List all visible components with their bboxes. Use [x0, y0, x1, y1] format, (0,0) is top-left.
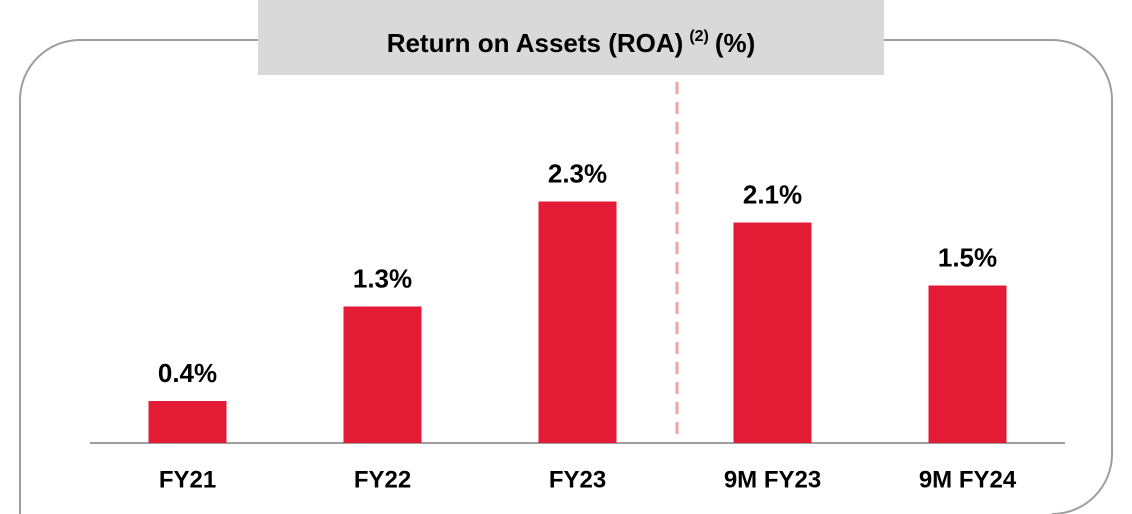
bar	[343, 306, 422, 443]
title-unit: (%)	[715, 28, 755, 58]
x-tick-label: 9M FY23	[724, 466, 821, 493]
frame	[19, 39, 1113, 514]
title-note: (2)	[689, 28, 709, 45]
value-label: 1.3%	[353, 263, 412, 293]
value-label: 0.4%	[158, 358, 217, 388]
bar	[538, 201, 617, 443]
bar	[928, 285, 1007, 443]
bar	[148, 401, 227, 443]
x-tick-label: 9M FY24	[919, 466, 1017, 493]
bar	[733, 222, 812, 443]
value-label: 2.1%	[743, 179, 802, 209]
x-tick-label: FY23	[549, 466, 606, 493]
x-tick-label: FY22	[354, 466, 411, 493]
chart-title: Return on Assets (ROA) (2) (%)	[387, 28, 756, 58]
value-label: 2.3%	[548, 158, 607, 188]
title-box	[258, 0, 884, 75]
value-label: 1.5%	[938, 242, 997, 272]
title-main: Return on Assets (ROA)	[387, 28, 684, 58]
x-tick-label: FY21	[159, 466, 216, 493]
